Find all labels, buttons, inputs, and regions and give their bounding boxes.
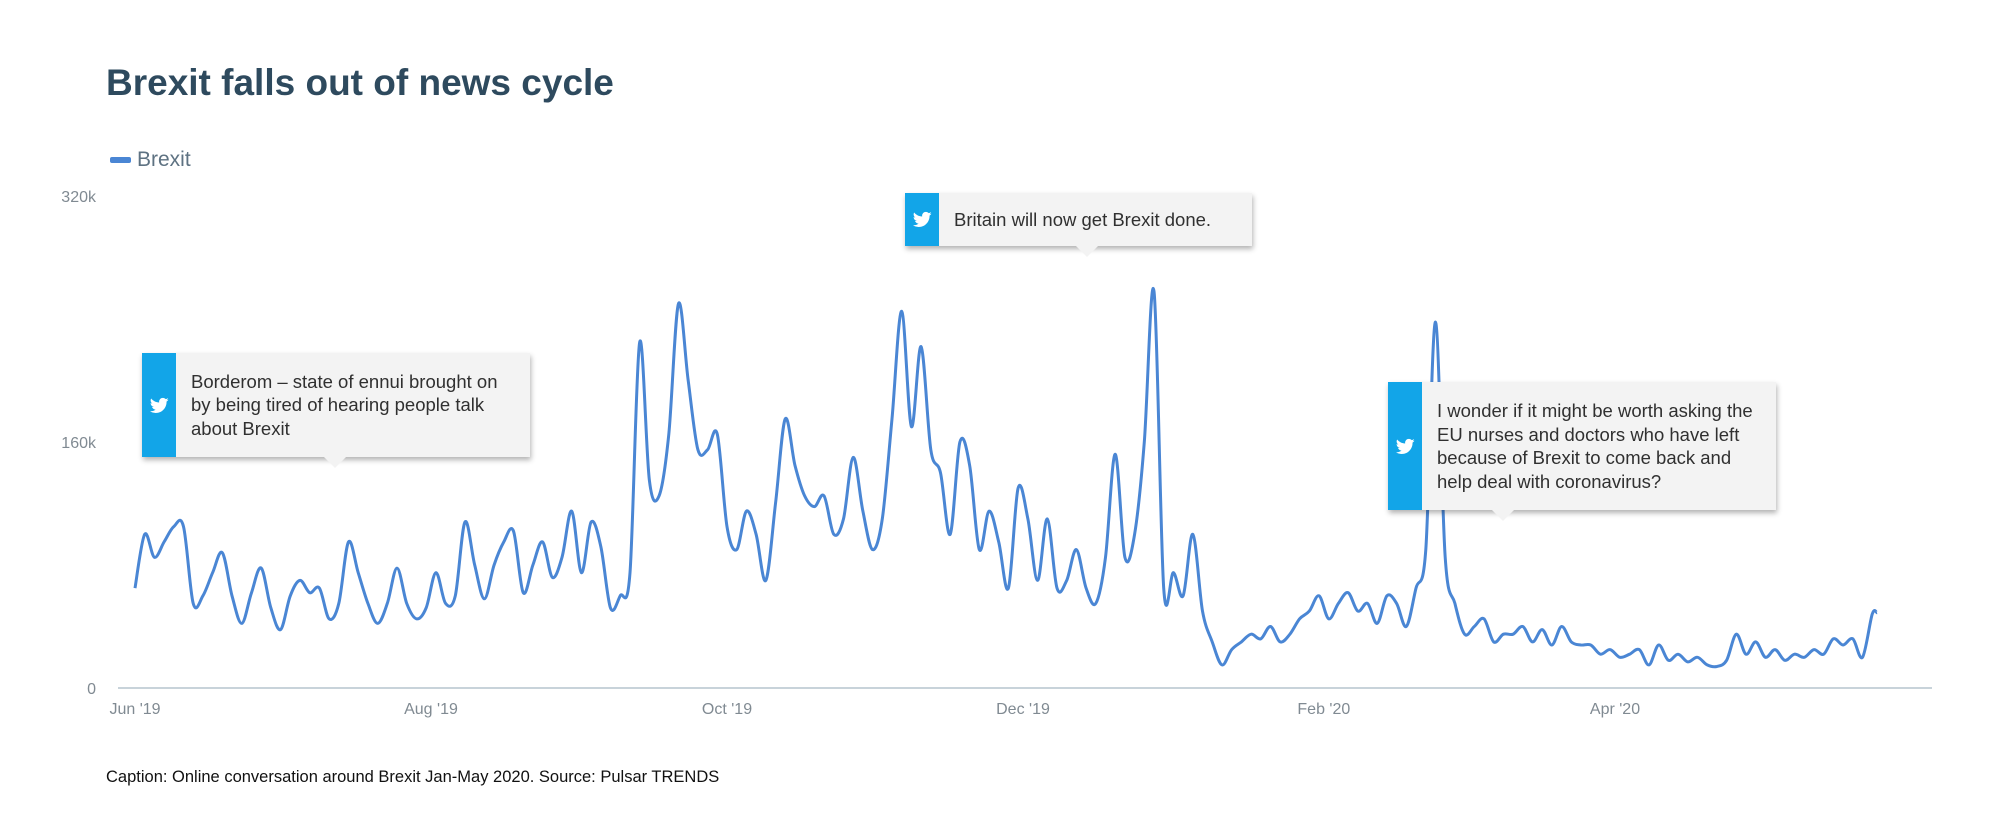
y-tick-label: 0 bbox=[87, 681, 96, 698]
x-tick-label: Apr '20 bbox=[1590, 701, 1640, 718]
tweet-callout-2: Britain will now get Brexit done. bbox=[905, 193, 1252, 257]
legend-swatch bbox=[110, 157, 131, 163]
twitter-icon bbox=[142, 353, 176, 457]
x-tick-label: Dec '19 bbox=[996, 701, 1050, 718]
tweet-callout-1: Borderom – state of ennui brought on by … bbox=[142, 353, 530, 468]
x-tick-label: Aug '19 bbox=[404, 701, 458, 718]
x-tick-label: Jun '19 bbox=[109, 701, 160, 718]
tweet-text: Britain will now get Brexit done. bbox=[954, 208, 1212, 230]
twitter-icon bbox=[905, 193, 939, 246]
series-line-brexit[interactable] bbox=[133, 286, 1879, 669]
y-tick-label: 320k bbox=[61, 189, 97, 206]
twitter-icon bbox=[1388, 382, 1422, 510]
tweet-callout-3: I wonder if it might be worth asking the… bbox=[1388, 382, 1776, 521]
tweet-text: I wonder if it might be worth asking the… bbox=[1437, 400, 1753, 492]
x-tick-label: Feb '20 bbox=[1297, 701, 1350, 718]
x-tick-label: Oct '19 bbox=[702, 701, 752, 718]
legend[interactable]: Brexit bbox=[110, 148, 191, 172]
legend-label: Brexit bbox=[137, 148, 191, 171]
chart-title: Brexit falls out of news cycle bbox=[106, 62, 614, 103]
y-tick-label: 160k bbox=[61, 435, 97, 452]
caption: Caption: Online conversation around Brex… bbox=[106, 768, 720, 786]
tweet-text: Borderom – state of ennui brought on by … bbox=[191, 370, 498, 439]
